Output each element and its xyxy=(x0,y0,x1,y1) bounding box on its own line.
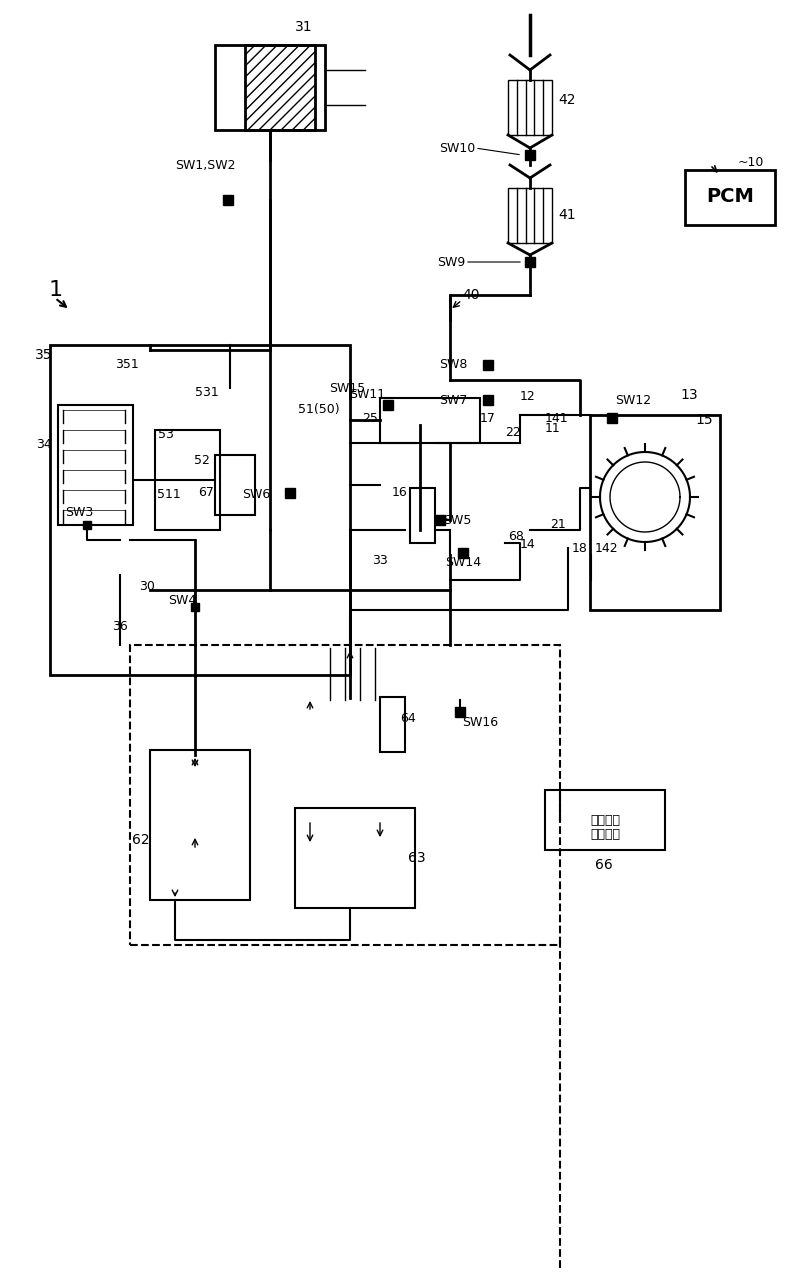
Bar xyxy=(58,405,133,525)
Bar xyxy=(590,414,720,609)
Text: 42: 42 xyxy=(558,93,575,107)
Text: SW4: SW4 xyxy=(168,593,196,607)
Text: 67: 67 xyxy=(198,487,214,500)
Text: 53: 53 xyxy=(158,428,174,441)
Text: 13: 13 xyxy=(680,388,698,402)
Text: 12: 12 xyxy=(520,390,536,403)
Text: SW9: SW9 xyxy=(437,255,465,269)
Text: 36: 36 xyxy=(112,621,128,634)
Text: PCM: PCM xyxy=(706,187,754,207)
Text: SW5: SW5 xyxy=(443,514,471,527)
Text: SW3: SW3 xyxy=(65,506,94,519)
Bar xyxy=(130,645,560,945)
Bar xyxy=(215,455,255,515)
Text: 31: 31 xyxy=(295,20,313,34)
Text: SW6: SW6 xyxy=(242,488,270,501)
Bar xyxy=(50,346,350,674)
Bar xyxy=(155,430,220,530)
Bar xyxy=(410,488,435,543)
Bar xyxy=(295,808,415,908)
Text: 14: 14 xyxy=(520,538,536,552)
Bar xyxy=(545,790,665,850)
Text: SW11: SW11 xyxy=(349,389,385,402)
Text: 17: 17 xyxy=(480,412,496,425)
Text: 52: 52 xyxy=(194,454,210,467)
Text: 16: 16 xyxy=(391,486,407,499)
Bar xyxy=(215,45,325,130)
Bar xyxy=(508,80,552,135)
Bar xyxy=(380,697,405,752)
Text: 66: 66 xyxy=(595,858,613,872)
Text: 531: 531 xyxy=(195,386,218,399)
Text: 51(50): 51(50) xyxy=(298,403,340,417)
Text: SW8: SW8 xyxy=(440,358,468,371)
Text: 25: 25 xyxy=(362,412,378,425)
Text: 351: 351 xyxy=(115,358,138,371)
Text: 68: 68 xyxy=(508,530,524,543)
Text: 22: 22 xyxy=(505,426,521,439)
Text: 35: 35 xyxy=(34,348,52,362)
Text: 41: 41 xyxy=(558,208,576,222)
Text: 15: 15 xyxy=(695,413,713,427)
Bar xyxy=(245,45,315,130)
Text: 63: 63 xyxy=(408,850,426,864)
Text: ~10: ~10 xyxy=(738,157,764,170)
Text: SW14: SW14 xyxy=(445,556,481,569)
Bar xyxy=(150,750,250,900)
Text: 34: 34 xyxy=(36,439,52,451)
Text: 33: 33 xyxy=(372,553,388,566)
Text: SW1,SW2: SW1,SW2 xyxy=(175,158,235,172)
Text: 18: 18 xyxy=(572,542,588,555)
Polygon shape xyxy=(510,55,550,65)
Text: 62: 62 xyxy=(132,833,150,847)
Text: 低压燃料: 低压燃料 xyxy=(590,813,620,826)
Text: SW15: SW15 xyxy=(329,381,365,394)
Text: $\mathit{1}$: $\mathit{1}$ xyxy=(48,280,62,300)
Text: SW16: SW16 xyxy=(462,715,498,728)
Bar xyxy=(508,187,552,244)
Text: SW10: SW10 xyxy=(438,142,475,154)
Text: 141: 141 xyxy=(545,412,569,425)
Text: 40: 40 xyxy=(462,288,479,302)
Bar xyxy=(380,398,480,442)
Text: 142: 142 xyxy=(595,542,618,555)
Text: 30: 30 xyxy=(139,580,155,593)
Text: 511: 511 xyxy=(157,488,181,501)
Text: 21: 21 xyxy=(550,519,566,532)
Text: 11: 11 xyxy=(545,422,561,435)
Text: SW7: SW7 xyxy=(440,394,468,407)
Text: 供应系统: 供应系统 xyxy=(590,829,620,842)
Text: 64: 64 xyxy=(400,711,416,724)
Bar xyxy=(685,170,775,224)
Text: SW12: SW12 xyxy=(615,394,651,407)
